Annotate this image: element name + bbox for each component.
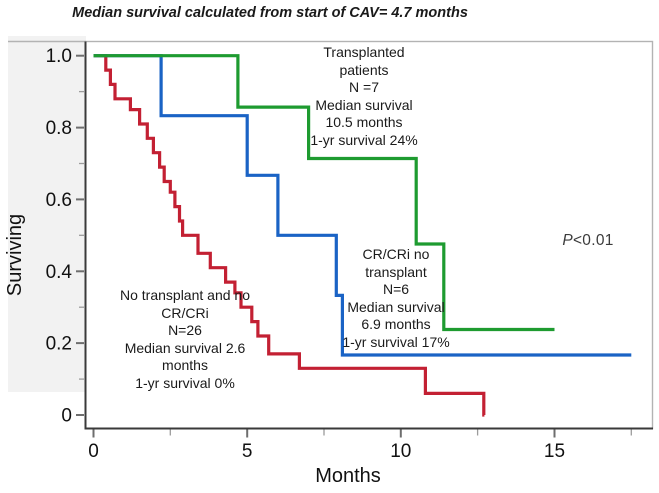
curve-no-transplant-no-crcri — [93, 54, 486, 417]
axes-layer: 1.0 0.8 0.6 0.4 0.2 00 5 10 15 — [8, 40, 654, 462]
curve-crcri-no-transplant — [93, 54, 632, 357]
x-tick-label-10: 10 — [390, 441, 411, 462]
y-tick-label-0: 0 — [61, 406, 72, 427]
y-tick-label-0.6: 0.6 — [46, 190, 72, 211]
curve-transplanted — [93, 54, 555, 332]
plot-border — [84, 40, 654, 430]
x-tick-label-15: 15 — [544, 441, 565, 462]
curves-layer — [93, 54, 632, 417]
y-axis-title: Surviving — [4, 214, 26, 296]
axis-background-strip — [8, 36, 86, 392]
chart-title: Median survival calculated from start of… — [72, 5, 468, 21]
y-tick-label-0.4: 0.4 — [46, 262, 73, 283]
y-tick-label-0.2: 0.2 — [46, 334, 72, 355]
x-tick-label-5: 5 — [242, 441, 253, 462]
x-tick-label-0: 0 — [88, 441, 99, 462]
x-axis-title: Months — [315, 465, 381, 487]
y-tick-label-0.8: 0.8 — [46, 118, 72, 139]
y-tick-label-1: 1.0 — [46, 46, 72, 67]
x-axis-ticks: 0 5 10 15 — [88, 429, 632, 462]
y-axis-ticks: 1.0 0.8 0.6 0.4 0.2 0 — [46, 46, 84, 427]
